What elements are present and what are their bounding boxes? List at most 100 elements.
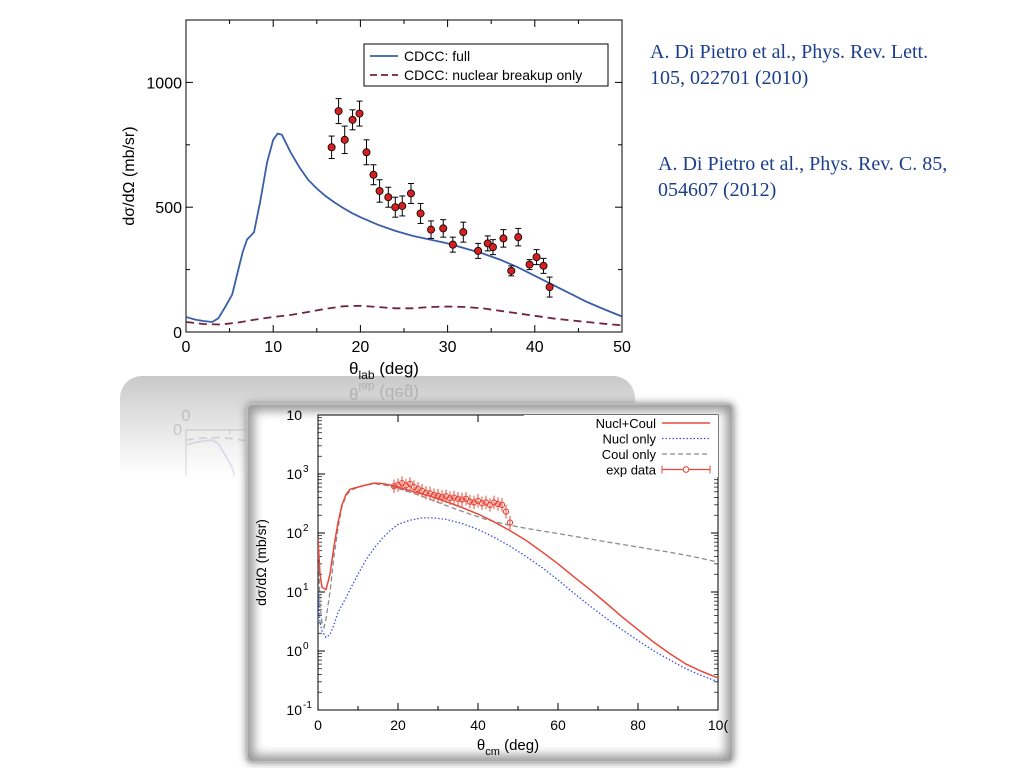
data-point bbox=[434, 492, 442, 499]
x-axis-label-unit: (deg) bbox=[375, 384, 419, 403]
series-line-coul-only bbox=[318, 483, 718, 630]
legend-nucl-coul-label: Nucl+Coul bbox=[596, 416, 656, 431]
x-tick-label: 40 bbox=[526, 339, 544, 356]
y-tick-exponent: 1 bbox=[303, 582, 309, 593]
x-tick-label: 30 bbox=[439, 339, 457, 356]
x-tick-label: 60 bbox=[550, 717, 566, 733]
data-point bbox=[340, 135, 349, 144]
y-tick-exponent: 2 bbox=[303, 523, 309, 534]
data-point bbox=[446, 494, 454, 502]
data-point bbox=[327, 143, 336, 152]
data-point bbox=[466, 498, 474, 505]
legend-box bbox=[363, 43, 609, 87]
x-axis-label-subscript: lab bbox=[359, 368, 375, 382]
legend-label-cdcc-full: CDCC: full bbox=[404, 48, 470, 64]
y-tick-label: 10 bbox=[286, 643, 302, 659]
y-tick-label: 10 bbox=[286, 584, 302, 600]
y-tick-label: 500 bbox=[155, 200, 182, 217]
y-tick-base: 10 bbox=[286, 407, 302, 423]
x-tick-label: 0 bbox=[182, 406, 191, 423]
x-tick-label: 20 bbox=[352, 339, 370, 356]
data-point bbox=[470, 499, 478, 506]
series-line-cdcc-full bbox=[186, 132, 622, 323]
y-tick-label: 0 bbox=[173, 325, 182, 342]
y-tick-label: 0 bbox=[173, 420, 182, 437]
data-point bbox=[458, 496, 466, 503]
data-point bbox=[506, 519, 514, 526]
data-point bbox=[498, 501, 506, 508]
data-point bbox=[462, 495, 470, 502]
data-point bbox=[499, 234, 508, 243]
y-tick-exponent: -1 bbox=[303, 700, 312, 711]
y-tick-base: 10 bbox=[286, 584, 302, 600]
data-point bbox=[422, 489, 430, 496]
legend-coul-only-label: Coul only bbox=[602, 447, 657, 462]
x-axis-label: θlab (deg) bbox=[349, 359, 419, 382]
series-line-nucl-only bbox=[318, 517, 718, 683]
y-tick-exponent: 3 bbox=[303, 464, 309, 475]
x-axis-label-symbol: θ bbox=[477, 737, 485, 754]
y-tick-label: 10 bbox=[286, 466, 302, 482]
y-tick-base: 10 bbox=[286, 466, 302, 482]
x-tick-label: 0 bbox=[182, 339, 191, 356]
y-tick-base: 10 bbox=[286, 643, 302, 659]
data-point bbox=[514, 233, 523, 242]
data-point bbox=[474, 246, 483, 255]
data-point bbox=[398, 201, 407, 210]
data-point bbox=[539, 261, 548, 270]
reference-citation-2: A. Di Pietro et al., Phys. Rev. C. 85, 0… bbox=[658, 153, 948, 201]
data-point bbox=[448, 240, 457, 249]
legend-bg bbox=[524, 430, 718, 446]
x-axis-label-subscript: lab bbox=[359, 380, 375, 394]
data-point bbox=[454, 495, 462, 502]
data-point bbox=[438, 493, 446, 500]
y-tick-base: 10 bbox=[286, 702, 302, 718]
data-point bbox=[494, 500, 502, 508]
data-point bbox=[390, 483, 398, 490]
legend-bg bbox=[524, 415, 718, 431]
legend-nucl-only-label: Nucl only bbox=[603, 432, 657, 447]
data-point bbox=[406, 189, 415, 198]
x-tick-label: 20 bbox=[390, 717, 406, 733]
data-point bbox=[488, 243, 497, 252]
data-point bbox=[355, 109, 364, 118]
series-group bbox=[318, 476, 718, 683]
x-tick-label: 80 bbox=[630, 717, 646, 733]
legend-exp-data-marker bbox=[682, 466, 690, 473]
y-axis-label: dσ/dΩ (mb/sr) bbox=[253, 519, 269, 606]
data-point bbox=[348, 115, 357, 124]
x-axis-label: θcm (deg) bbox=[477, 737, 539, 758]
data-point bbox=[525, 260, 534, 269]
x-tick-label: 10 bbox=[264, 339, 282, 356]
bottom-chart-frame: 0 20 40 60 80 10(10 -1 10 0 10 1 10 2 10 3 10 dσ/dΩ (mb/… bbox=[248, 405, 732, 761]
x-axis-label-unit: (deg) bbox=[500, 737, 539, 754]
y-axis-label: dσ/dΩ (mb/sr) bbox=[121, 126, 138, 225]
y-tick-label: 10 bbox=[286, 702, 302, 718]
data-point bbox=[478, 500, 486, 507]
data-point bbox=[545, 283, 554, 292]
data-point bbox=[459, 228, 468, 237]
data-point bbox=[490, 499, 498, 506]
data-point bbox=[369, 170, 378, 179]
data-point bbox=[375, 186, 384, 195]
data-point bbox=[507, 266, 516, 275]
series-line-cdcc-breakup bbox=[186, 304, 622, 327]
x-axis-label-symbol: θ bbox=[349, 359, 358, 378]
x-tick-label: 50 bbox=[613, 339, 631, 356]
data-point bbox=[439, 224, 448, 233]
data-point bbox=[532, 253, 541, 262]
legend-label-cdcc-breakup: CDCC: nuclear breakup only bbox=[404, 67, 582, 83]
data-point bbox=[334, 107, 343, 116]
data-point bbox=[384, 193, 393, 202]
data-point bbox=[406, 480, 414, 488]
legend-exp-data-label: exp data bbox=[606, 463, 657, 478]
x-tick-label: 0 bbox=[314, 717, 322, 733]
data-point bbox=[502, 508, 510, 515]
y-tick-label: 10 bbox=[286, 407, 302, 423]
data-point bbox=[430, 491, 438, 499]
x-axis-label: θlab (deg) bbox=[349, 380, 419, 403]
data-point bbox=[391, 203, 400, 212]
reference-citation-1: A. Di Pietro et al., Phys. Rev. Lett. 10… bbox=[650, 41, 929, 89]
